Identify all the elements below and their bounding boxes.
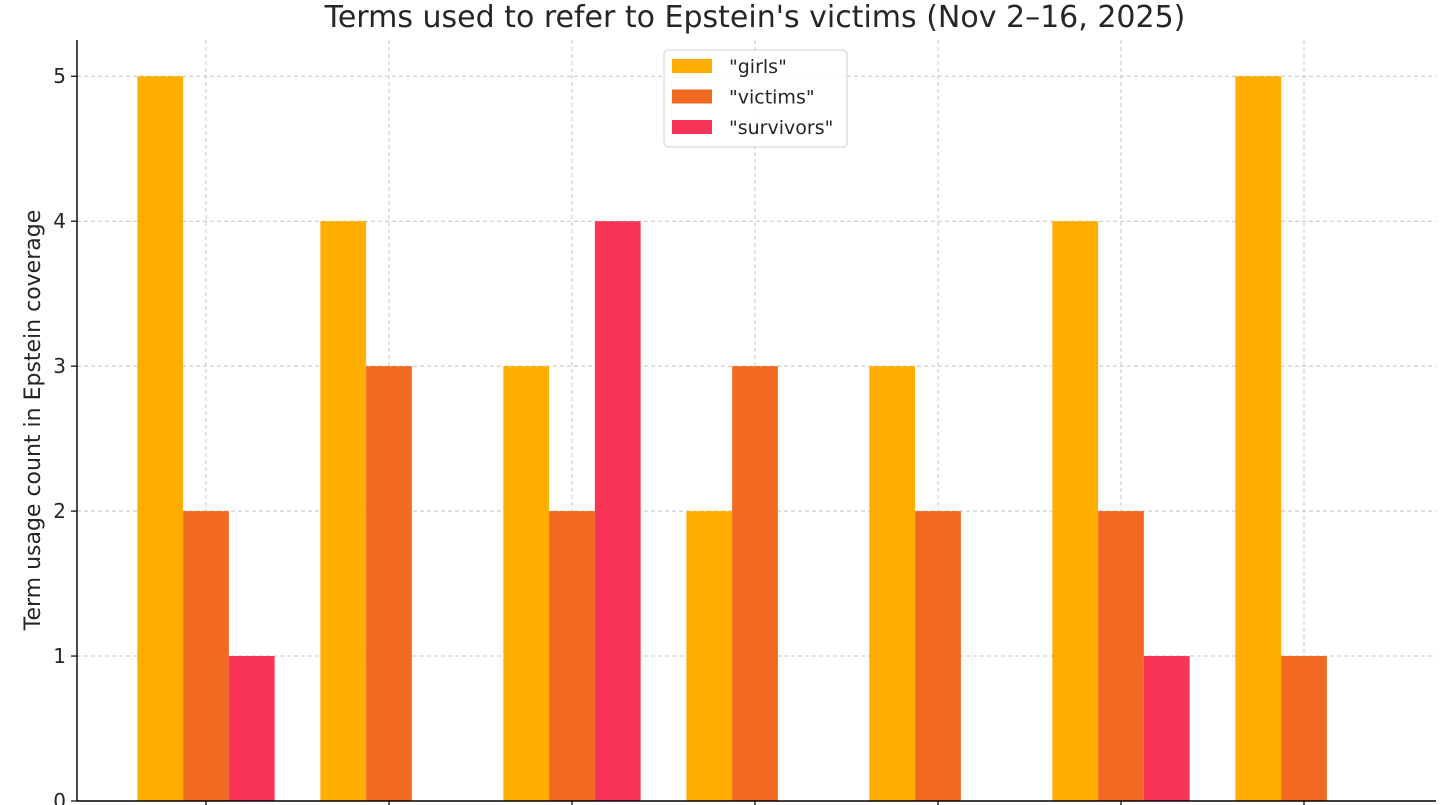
y-tick-label: 5 xyxy=(53,64,66,88)
bar xyxy=(1098,511,1144,801)
y-tick-label: 1 xyxy=(53,644,66,668)
bar xyxy=(594,221,641,801)
y-ticks: 0 1 2 3 4 5 xyxy=(53,64,1305,805)
axes xyxy=(76,40,1436,802)
legend-swatch xyxy=(672,89,712,104)
bar xyxy=(1235,76,1282,801)
bar xyxy=(366,366,412,801)
y-tick-label: 4 xyxy=(53,209,66,233)
bar xyxy=(228,656,275,801)
legend: "girls" "victims" "survivors" xyxy=(663,49,848,148)
bar xyxy=(137,76,184,801)
legend-label: "survivors" xyxy=(729,117,833,139)
bar xyxy=(549,511,595,801)
bars xyxy=(137,76,1327,801)
bar xyxy=(320,221,367,801)
bar xyxy=(503,366,550,801)
legend-label: "victims" xyxy=(729,87,815,109)
bar xyxy=(686,511,733,801)
y-axis-label: Term usage count in Epstein coverage xyxy=(21,210,46,631)
legend-swatch xyxy=(672,120,712,134)
legend-label: "girls" xyxy=(729,56,787,78)
bar xyxy=(915,511,961,801)
bar xyxy=(1143,656,1190,801)
y-tick-label: 0 xyxy=(53,789,66,805)
y-tick-label: 3 xyxy=(53,354,66,378)
bar xyxy=(183,511,229,801)
y-tick-label: 2 xyxy=(53,499,66,523)
bar xyxy=(869,366,916,801)
bar xyxy=(1052,221,1099,801)
chart-title: Terms used to refer to Epstein's victims… xyxy=(324,0,1186,35)
legend-swatch xyxy=(672,59,712,73)
bar xyxy=(732,366,778,801)
bar xyxy=(1281,656,1327,801)
